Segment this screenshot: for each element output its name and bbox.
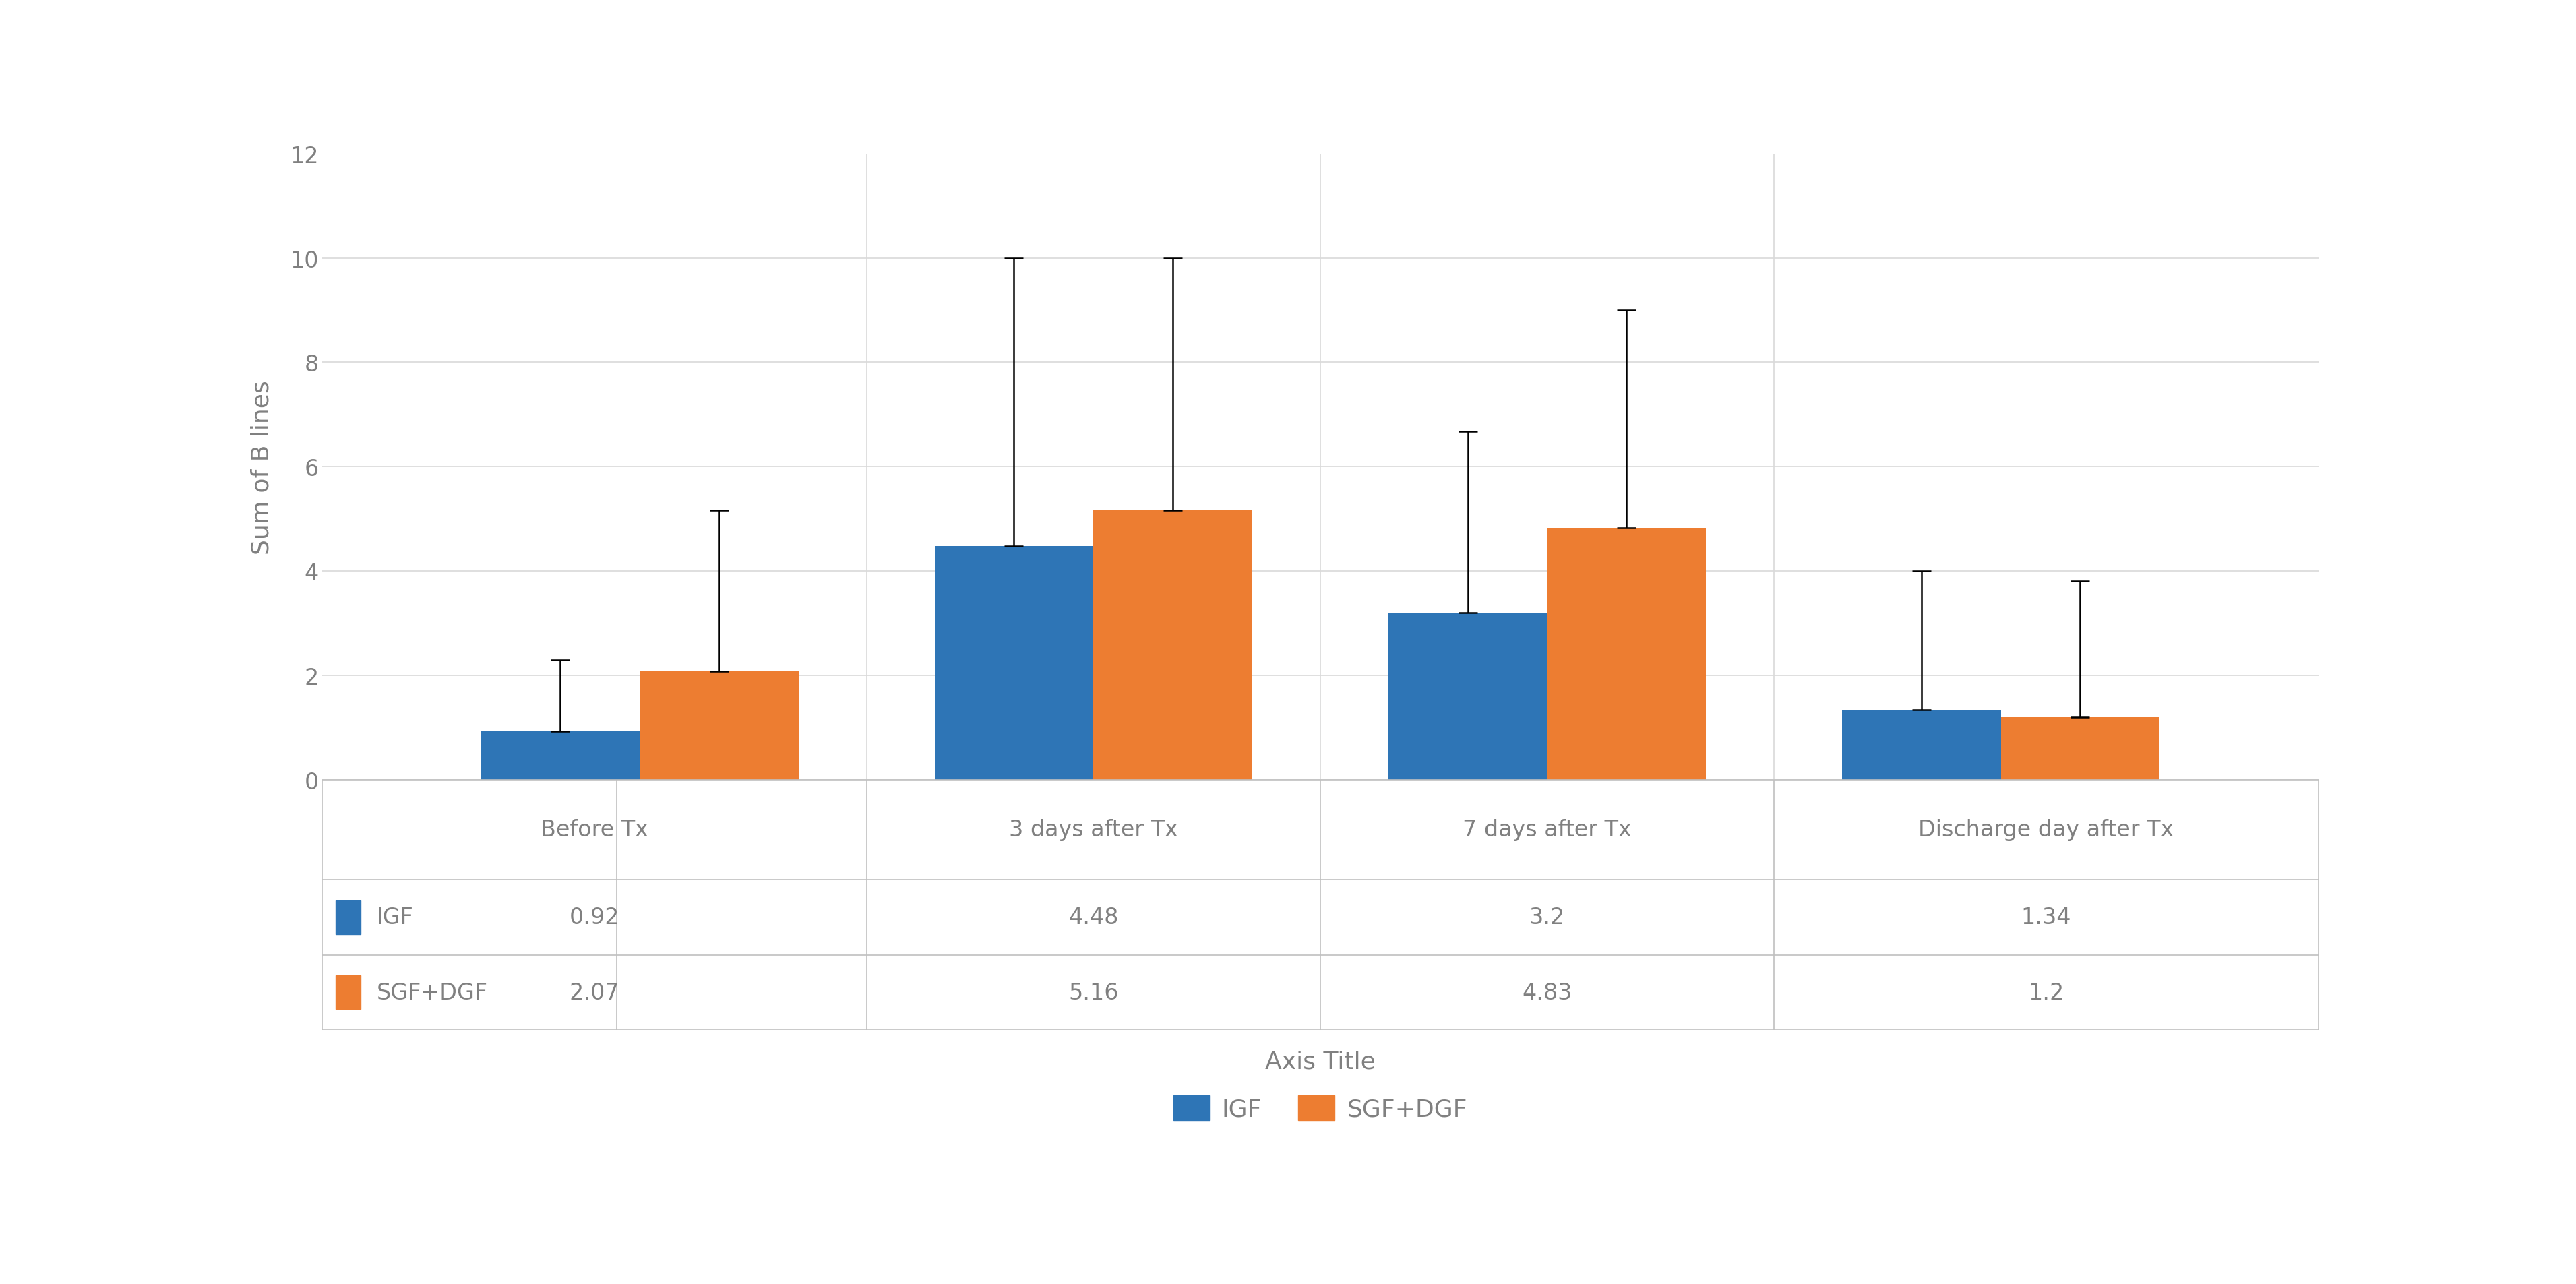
Bar bbox=[935, 546, 1092, 779]
Text: 4.48: 4.48 bbox=[1069, 907, 1118, 928]
Bar bbox=[335, 900, 361, 935]
Bar bbox=[335, 976, 361, 1009]
Text: 2.07: 2.07 bbox=[569, 981, 618, 1004]
Text: 1.34: 1.34 bbox=[2022, 907, 2071, 928]
Text: 3 days after Tx: 3 days after Tx bbox=[1010, 819, 1177, 841]
Text: Before Tx: Before Tx bbox=[541, 819, 649, 841]
Text: 7 days after Tx: 7 days after Tx bbox=[1463, 819, 1631, 841]
Text: 4.83: 4.83 bbox=[1522, 981, 1571, 1004]
Text: 0.92: 0.92 bbox=[569, 907, 618, 928]
Bar bbox=[482, 732, 639, 779]
Text: 3.2: 3.2 bbox=[1530, 907, 1566, 928]
Text: SGF+DGF: SGF+DGF bbox=[376, 981, 487, 1004]
Bar bbox=[1388, 612, 1548, 779]
Bar bbox=[1548, 528, 1705, 779]
Y-axis label: Sum of B lines: Sum of B lines bbox=[250, 380, 273, 555]
Text: Axis Title: Axis Title bbox=[1265, 1050, 1376, 1073]
Bar bbox=[1092, 511, 1252, 779]
Legend: IGF, SGF+DGF: IGF, SGF+DGF bbox=[1164, 1086, 1476, 1131]
Text: 1.2: 1.2 bbox=[2027, 981, 2063, 1004]
Bar bbox=[2002, 718, 2159, 779]
Text: 5.16: 5.16 bbox=[1069, 981, 1118, 1004]
Text: IGF: IGF bbox=[376, 907, 412, 928]
Bar bbox=[1842, 710, 2002, 779]
Text: Discharge day after Tx: Discharge day after Tx bbox=[1919, 819, 2174, 841]
Bar bbox=[639, 672, 799, 779]
